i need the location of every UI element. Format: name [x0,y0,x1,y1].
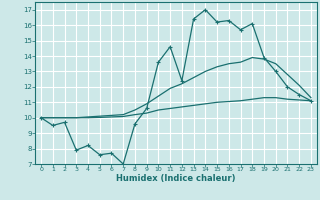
X-axis label: Humidex (Indice chaleur): Humidex (Indice chaleur) [116,174,236,183]
